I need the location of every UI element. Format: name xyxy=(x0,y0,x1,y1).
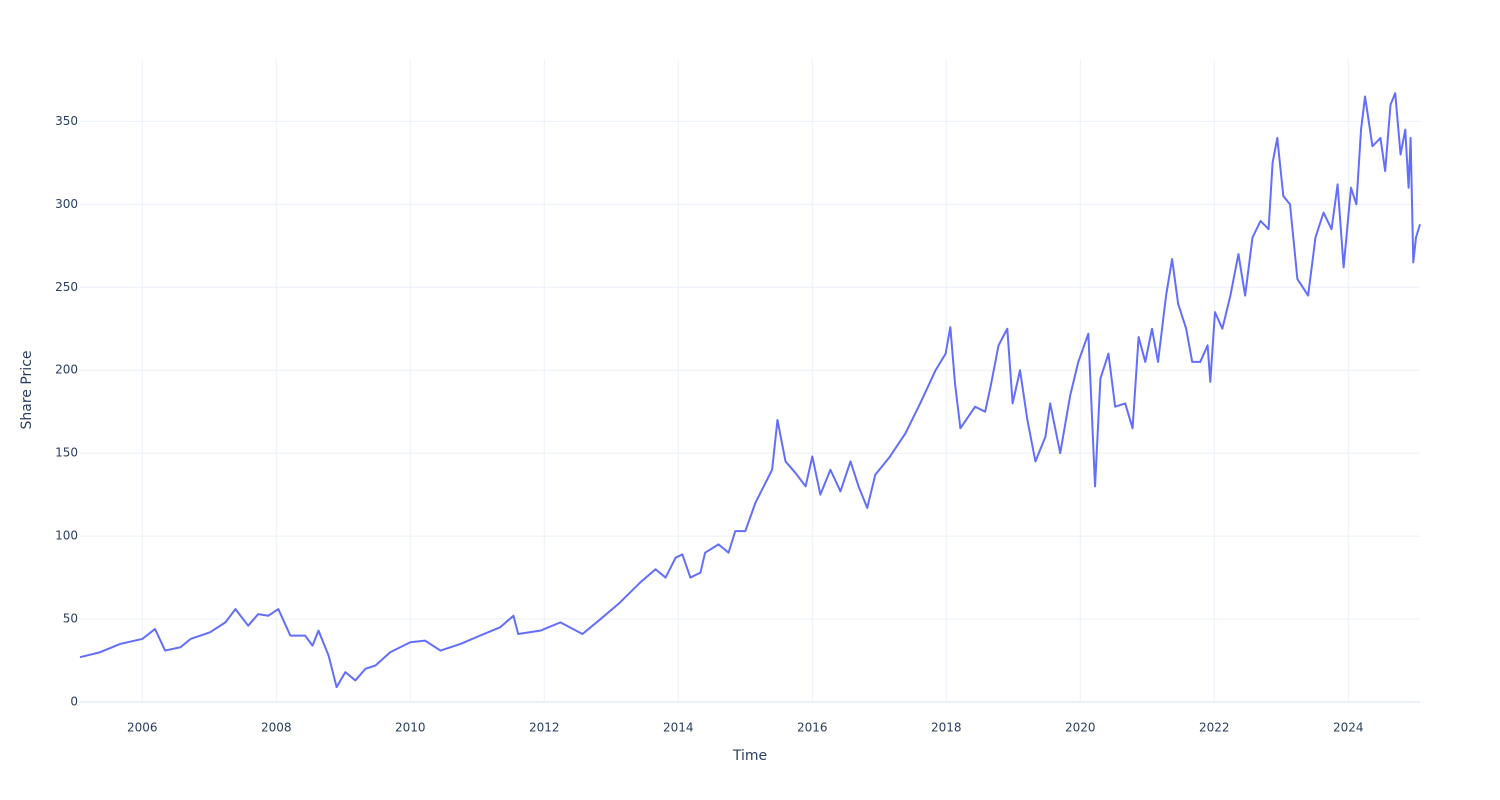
y-tick-label: 350 xyxy=(55,114,78,128)
y-tick-label: 100 xyxy=(55,529,78,543)
x-axis-title: Time xyxy=(732,748,767,764)
x-tick-label: 2020 xyxy=(1065,721,1096,735)
x-tick-label: 2016 xyxy=(797,721,828,735)
x-tick-label: 2022 xyxy=(1199,721,1230,735)
x-tick-label: 2018 xyxy=(931,721,962,735)
y-tick-label: 200 xyxy=(55,363,78,377)
x-tick-label: 2012 xyxy=(529,721,560,735)
x-tick-label: 2014 xyxy=(663,721,694,735)
y-tick-label: 0 xyxy=(70,695,78,709)
y-tick-label: 300 xyxy=(55,197,78,211)
price-line xyxy=(79,92,1421,689)
y-tick-label: 50 xyxy=(63,612,78,626)
y-tick-label: 150 xyxy=(55,446,78,460)
x-tick-label: 2024 xyxy=(1333,721,1364,735)
x-tick-label: 2008 xyxy=(261,721,292,735)
x-tick-label: 2010 xyxy=(395,721,426,735)
y-axis-title: Share Price xyxy=(19,350,35,429)
x-tick-label: 2006 xyxy=(127,721,158,735)
y-tick-label: 250 xyxy=(55,280,78,294)
